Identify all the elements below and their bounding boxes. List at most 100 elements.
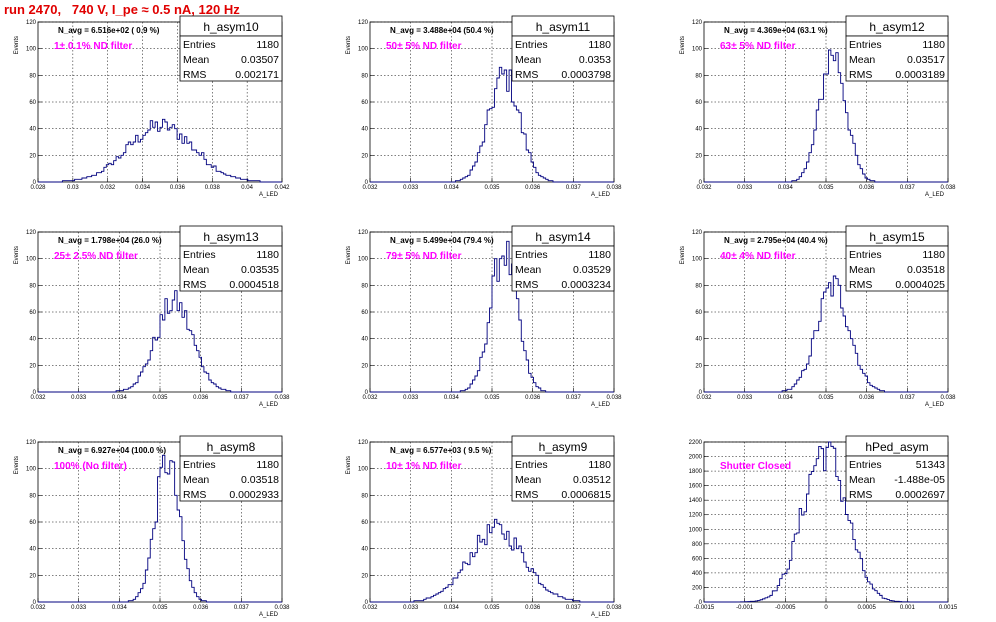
y-tick-label: 1200	[689, 513, 703, 519]
x-tick-label: 0.03	[67, 185, 79, 191]
filter-note: 25± 2.5% ND filter	[54, 251, 138, 262]
stats-value-rms: 0.0003798	[561, 69, 611, 81]
y-tick-label: 0	[365, 390, 369, 396]
y-tick-label: 120	[692, 230, 703, 236]
x-tick-label: 0.032	[362, 605, 378, 611]
y-tick-label: 600	[692, 556, 703, 562]
histogram-line-h_asym15	[704, 275, 948, 393]
x-tick-label: 0.032	[100, 185, 116, 191]
stats-label: Entries	[515, 39, 548, 51]
stats-box	[511, 455, 615, 502]
stats-value-mean: -1.488e-05	[894, 474, 945, 486]
x-tick-label: 0.038	[606, 605, 622, 611]
stats-value-entries: 1180	[588, 249, 611, 261]
histogram-line-h_asym13	[38, 290, 282, 393]
y-tick-label: 120	[358, 20, 369, 26]
y-tick-label: 120	[26, 20, 37, 26]
x-tick-label: 0.034	[778, 395, 794, 401]
histogram-line-h_asym11	[370, 66, 614, 183]
stats-label: Mean	[515, 54, 541, 66]
y-tick-label: 80	[29, 283, 36, 289]
stats-label: RMS	[515, 489, 538, 501]
stats-label: RMS	[183, 279, 206, 291]
y-tick-label: 1600	[689, 484, 703, 490]
y-tick-label: 20	[361, 153, 368, 159]
n-avg-label: N_avg = 2.795e+04 (40.4 %)	[724, 236, 828, 245]
histogram-panel-h_asym11: 0.032 0.033 0.034 0.035 0.036 0.037 0.038 0 20 40…	[346, 15, 622, 198]
stats-label: Mean	[515, 474, 541, 486]
y-tick-label: 60	[29, 520, 36, 526]
y-tick-label: 1800	[689, 469, 703, 475]
histogram-name: h_asym10	[203, 20, 259, 34]
stats-value-rms: 0.0004518	[229, 279, 279, 291]
stats-value-mean: 0.03507	[241, 54, 279, 66]
y-tick-label: 60	[695, 100, 702, 106]
stats-label: Mean	[849, 264, 875, 276]
stats-label: RMS	[849, 69, 872, 81]
y-tick-label: 20	[695, 363, 702, 369]
y-tick-label: 0	[365, 180, 369, 186]
y-tick-label: 40	[695, 337, 702, 343]
stats-value-rms: 0.0002697	[895, 489, 945, 501]
stats-box	[845, 245, 949, 292]
y-tick-label: 60	[695, 310, 702, 316]
x-tick-label: 0	[824, 605, 828, 611]
y-tick-label: 20	[695, 153, 702, 159]
stats-label: Entries	[849, 249, 882, 261]
stats-value-mean: 0.03518	[907, 264, 945, 276]
histogram-panel-hPed_asym: -0.0015 -0.001 -0.0005 0 0.0005 0.001 0.0015 0 2…	[689, 435, 958, 611]
y-tick-label: 40	[361, 127, 368, 133]
stats-label: Entries	[183, 39, 216, 51]
y-axis-label: Events	[346, 456, 352, 474]
stats-box	[511, 35, 615, 82]
y-axis-label: Events	[14, 36, 20, 54]
histogram-line-h_asym14	[370, 240, 614, 393]
histogram-name: h_asym8	[207, 440, 256, 454]
stats-label: RMS	[183, 489, 206, 501]
histogram-line-h_asym12	[704, 49, 948, 183]
stats-label: Mean	[183, 474, 209, 486]
histogram-panel-h_asym12: 0.032 0.033 0.034 0.035 0.036 0.037 0.038 0 20 40…	[680, 15, 956, 198]
y-tick-label: 120	[358, 440, 369, 446]
y-tick-label: 40	[361, 337, 368, 343]
stats-value-entries: 1180	[256, 39, 279, 51]
histogram-line-h_asym9	[370, 518, 614, 603]
y-tick-label: 80	[361, 73, 368, 79]
stats-value-rms: 0.0004025	[895, 279, 945, 291]
x-tick-label: 0.034	[112, 605, 128, 611]
y-tick-label: 80	[361, 283, 368, 289]
histogram-name: h_asym12	[869, 20, 925, 34]
x-tick-label: 0.037	[900, 185, 916, 191]
y-tick-label: 0	[33, 390, 37, 396]
stats-value-entries: 1180	[588, 39, 611, 51]
run-title: run 2470, 740 V, I_pe ≈ 0.5 nA, 120 Hz	[4, 2, 240, 17]
x-tick-label: -0.0005	[775, 605, 796, 611]
stats-value-mean: 0.03529	[573, 264, 611, 276]
x-tick-label: 0.037	[234, 605, 250, 611]
x-tick-label: 0.036	[859, 185, 875, 191]
x-tick-label: 0.001	[900, 605, 916, 611]
y-tick-label: 20	[361, 363, 368, 369]
stats-value-mean: 0.03518	[241, 474, 279, 486]
x-tick-label: 0.034	[778, 185, 794, 191]
y-tick-label: 100	[692, 47, 703, 53]
y-tick-label: 60	[29, 100, 36, 106]
y-tick-label: 40	[29, 127, 36, 133]
stats-label: Entries	[849, 459, 882, 471]
stats-value-rms: 0.0003234	[561, 279, 611, 291]
x-tick-label: 0.032	[30, 605, 46, 611]
y-tick-label: 40	[29, 547, 36, 553]
y-tick-label: 60	[361, 310, 368, 316]
x-tick-label: 0.034	[444, 605, 460, 611]
filter-note: Shutter Closed	[720, 461, 791, 472]
x-tick-label: 0.035	[484, 605, 500, 611]
x-tick-label: 0.037	[234, 395, 250, 401]
stats-value-entries: 1180	[588, 459, 611, 471]
filter-note: 100% (No filter)	[54, 461, 127, 472]
x-axis-label: A_LED	[259, 612, 279, 618]
stats-box	[511, 245, 615, 292]
histogram-line-h_asym10	[38, 118, 282, 183]
x-axis-label: A_LED	[591, 402, 611, 408]
stats-label: Entries	[183, 459, 216, 471]
y-tick-label: 120	[26, 230, 37, 236]
